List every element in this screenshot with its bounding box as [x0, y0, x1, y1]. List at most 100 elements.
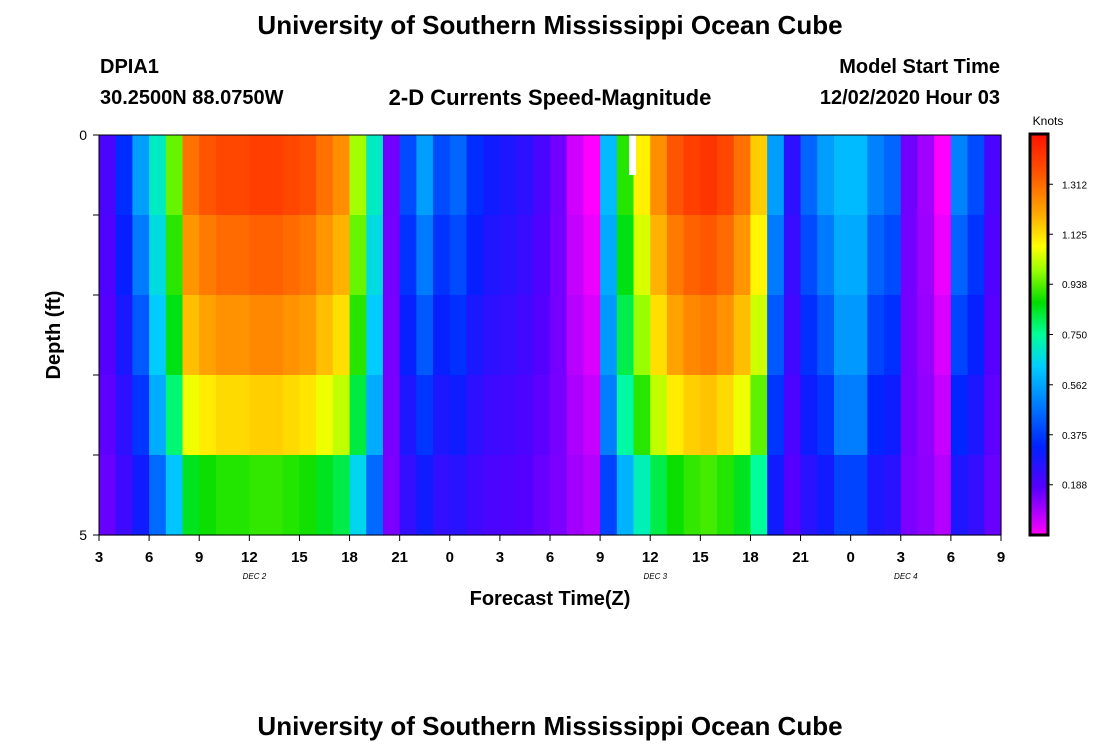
heatmap-cell	[583, 455, 601, 536]
heatmap-cell	[850, 215, 868, 296]
heatmap-cell	[149, 215, 167, 296]
heatmap-cell	[633, 295, 651, 376]
heatmap-cell	[583, 135, 601, 216]
heatmap-cell	[382, 295, 401, 376]
heatmap-cell	[900, 375, 919, 456]
date-label: DEC 3	[643, 572, 667, 581]
heatmap-cell	[783, 375, 802, 456]
heatmap-cell	[950, 215, 969, 296]
heatmap-cell	[700, 135, 718, 216]
heatmap-cell	[950, 135, 969, 216]
heatmap-cell	[817, 375, 835, 456]
heatmap-cell	[299, 215, 317, 296]
heatmap-cell	[199, 455, 217, 536]
heatmap-cell	[850, 135, 868, 216]
heatmap-cell	[516, 295, 534, 376]
colorbar-tick-label: 0.562	[1062, 381, 1087, 392]
heatmap-cell	[917, 295, 935, 376]
heatmap-cell	[215, 135, 234, 216]
heatmap-cell	[115, 455, 134, 536]
heatmap-cell	[833, 135, 852, 216]
heatmap-cell	[717, 215, 735, 296]
heatmap-cell	[316, 455, 334, 536]
heatmap-cell	[366, 215, 384, 296]
colorbar-label: Knots	[1033, 114, 1064, 128]
heatmap-cell	[416, 455, 434, 536]
heatmap-cell	[600, 215, 618, 296]
heatmap-cell	[884, 455, 902, 536]
heatmap-cell	[917, 455, 935, 536]
heatmap-cell	[566, 215, 585, 296]
heatmap-cell	[884, 215, 902, 296]
heatmap-cell	[316, 295, 334, 376]
heatmap-cell	[349, 135, 367, 216]
heatmap-cell	[516, 455, 534, 536]
heatmap-cell	[767, 375, 785, 456]
heatmap-cell	[884, 135, 902, 216]
x-tick-label: 0	[446, 549, 454, 566]
x-tick-label: 21	[792, 549, 809, 566]
heatmap-cell	[833, 295, 852, 376]
heatmap-cell	[967, 135, 985, 216]
heatmap-cell	[332, 215, 351, 296]
heatmap-cell	[566, 295, 585, 376]
heatmap-cell	[483, 295, 501, 376]
heatmap-cell	[934, 135, 952, 216]
heatmap-cell	[466, 455, 484, 536]
heatmap-cell	[249, 295, 267, 376]
heatmap-cell	[917, 135, 935, 216]
heatmap-cell	[633, 455, 651, 536]
x-tick-label: 18	[341, 549, 358, 566]
heatmap-cell	[266, 375, 284, 456]
heatmap-cell	[600, 375, 618, 456]
heatmap-cell	[366, 455, 384, 536]
heatmap-cell	[884, 375, 902, 456]
heatmap-cell	[382, 375, 401, 456]
heatmap-cell	[316, 375, 334, 456]
heatmap-cell	[934, 215, 952, 296]
heatmap-cell	[499, 455, 518, 536]
heatmap-cell	[750, 455, 768, 536]
x-tick-label: 6	[947, 549, 955, 566]
heatmap-cell	[733, 295, 752, 376]
heatmap-cell	[149, 135, 167, 216]
heatmap-cell	[282, 375, 301, 456]
heatmap-cell	[717, 375, 735, 456]
heatmap-cell	[182, 375, 200, 456]
missing-data-mark	[629, 135, 636, 175]
x-tick-label: 6	[546, 549, 554, 566]
heatmap-cell	[984, 295, 1002, 376]
heatmap-cell	[115, 135, 134, 216]
heatmap-cell	[566, 135, 585, 216]
heatmap-cell	[382, 135, 401, 216]
x-tick-label: 3	[496, 549, 504, 566]
heatmap-cell	[249, 135, 267, 216]
heatmap-cell	[433, 295, 451, 376]
heatmap-cell	[483, 215, 501, 296]
heatmap-cell	[199, 295, 217, 376]
heatmap-cell	[934, 375, 952, 456]
heatmap-cell	[850, 375, 868, 456]
colorbar-tick-label: 1.125	[1062, 230, 1087, 241]
heatmap-cell	[817, 455, 835, 536]
heatmap-cell	[266, 215, 284, 296]
heatmap-cell	[483, 135, 501, 216]
heatmap-cell	[683, 135, 701, 216]
heatmap-cell	[800, 135, 818, 216]
heatmap-cell	[416, 135, 434, 216]
heatmap-cell	[165, 215, 184, 296]
colorbar-tick-label: 1.312	[1062, 180, 1087, 191]
heatmap-cell	[683, 455, 701, 536]
heatmap-cell	[767, 455, 785, 536]
heatmap-cell	[533, 455, 551, 536]
heatmap-cell	[299, 375, 317, 456]
heatmap-cell	[750, 295, 768, 376]
heatmap-cell	[366, 375, 384, 456]
heatmap-cell	[984, 135, 1002, 216]
heatmap-cell	[767, 295, 785, 376]
heatmap-cell	[550, 295, 568, 376]
heatmap-cell	[833, 375, 852, 456]
heatmap-cell	[967, 375, 985, 456]
heatmap-cell	[232, 455, 250, 536]
heatmap-cell	[332, 295, 351, 376]
